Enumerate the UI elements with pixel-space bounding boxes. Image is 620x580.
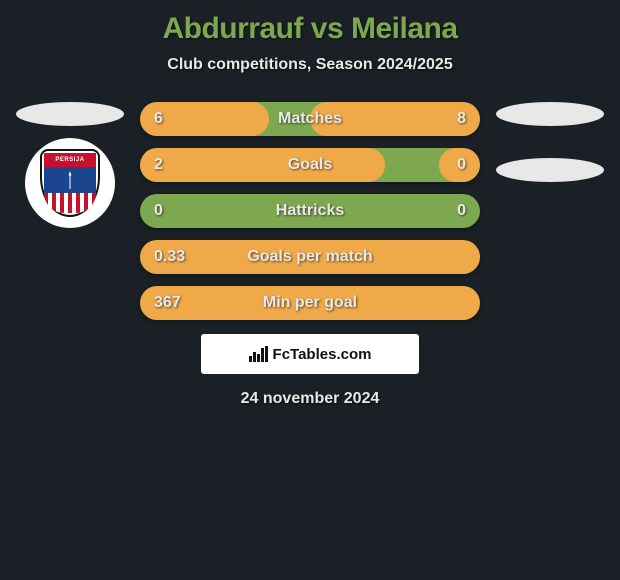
left-column: PERSIJA <box>12 102 128 228</box>
stat-value-left: 2 <box>154 156 163 174</box>
stat-value-left: 0.33 <box>154 248 185 266</box>
shield-top-label: PERSIJA <box>44 153 96 167</box>
stat-label: Goals <box>288 156 332 174</box>
stat-value-left: 0 <box>154 202 163 220</box>
brand-text: FcTables.com <box>273 346 372 363</box>
stat-label: Hattricks <box>276 202 344 220</box>
stat-bar-2: 0 0 Hattricks <box>140 194 480 228</box>
shield-mid-area <box>44 167 96 193</box>
stat-label: Min per goal <box>263 294 357 312</box>
main-row: PERSIJA 6 8 Matches 2 0 Goals 0 0 Hattricks 0.33 G… <box>8 102 612 320</box>
stat-bar-4: 367 Min per goal <box>140 286 480 320</box>
stat-fill-left <box>140 148 385 182</box>
bar-chart-icon <box>249 346 269 362</box>
player-photo-placeholder-right <box>496 102 604 126</box>
stat-label: Goals per match <box>247 248 372 266</box>
date-label: 24 november 2024 <box>8 390 612 408</box>
stat-label: Matches <box>278 110 342 128</box>
stats-column: 6 8 Matches 2 0 Goals 0 0 Hattricks 0.33 Goals per… <box>140 102 480 320</box>
stat-value-left: 6 <box>154 110 163 128</box>
widget-root: Abdurrauf vs Meilana Club competitions, … <box>0 0 620 420</box>
brand-badge[interactable]: FcTables.com <box>201 334 419 374</box>
shield-icon: PERSIJA <box>40 149 100 217</box>
page-title: Abdurrauf vs Meilana <box>8 12 612 46</box>
right-column <box>492 102 608 182</box>
shield-stripes <box>44 193 96 213</box>
player-photo-placeholder-left <box>16 102 124 126</box>
stat-bar-0: 6 8 Matches <box>140 102 480 136</box>
monument-icon <box>65 171 75 189</box>
team-logo-placeholder-right <box>496 158 604 182</box>
stat-value-left: 367 <box>154 294 181 312</box>
stat-value-right: 0 <box>457 156 466 174</box>
stat-bar-3: 0.33 Goals per match <box>140 240 480 274</box>
stat-value-right: 8 <box>457 110 466 128</box>
stat-bar-1: 2 0 Goals <box>140 148 480 182</box>
team-logo-left: PERSIJA <box>25 138 115 228</box>
stat-value-right: 0 <box>457 202 466 220</box>
season-subtitle: Club competitions, Season 2024/2025 <box>8 56 612 74</box>
